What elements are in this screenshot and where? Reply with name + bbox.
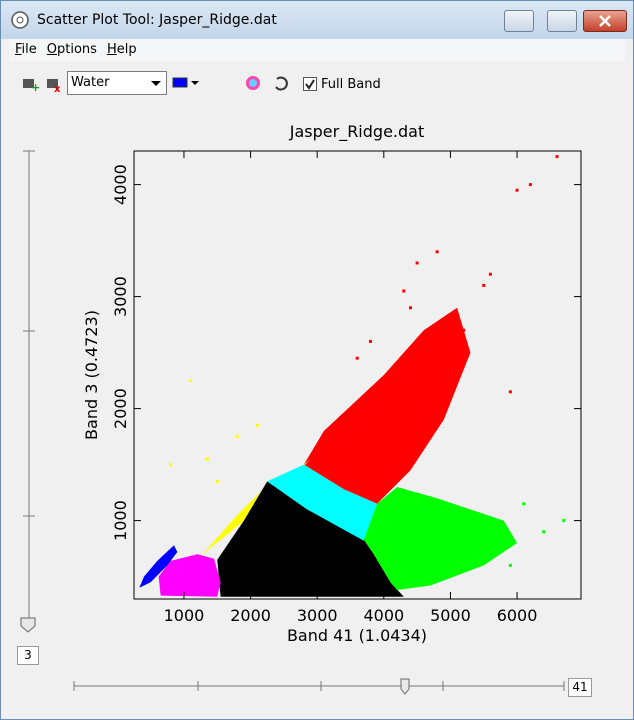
point <box>528 183 532 187</box>
minimize-button[interactable] <box>504 10 534 32</box>
point <box>522 502 526 506</box>
maximize-button[interactable] <box>547 10 577 32</box>
app-icon <box>11 11 29 29</box>
point <box>368 339 372 343</box>
class-region <box>303 307 471 504</box>
menu-item[interactable]: File <box>15 42 37 57</box>
point <box>482 283 486 287</box>
point <box>488 272 492 276</box>
point <box>255 423 259 427</box>
point <box>515 188 519 192</box>
y-axis-label: Band 3 (0.4723) <box>82 310 101 440</box>
point <box>205 457 209 461</box>
slider-thumb[interactable] <box>400 678 410 695</box>
point <box>435 250 439 254</box>
slider-thumb[interactable] <box>20 617 36 633</box>
point <box>508 563 512 567</box>
menu-bar: File Options Help <box>9 39 625 61</box>
class-region <box>267 464 378 541</box>
class-region <box>217 481 404 597</box>
class-region <box>158 554 221 597</box>
toolbar-icons[interactable]: + x <box>21 75 61 95</box>
x-axis-label: Band 41 (1.0434) <box>287 626 427 645</box>
title-bar: Scatter Plot Tool: Jasper_Ridge.dat <box>1 1 633 39</box>
slider-value[interactable]: 41 <box>568 678 592 697</box>
select-value: Water <box>71 75 110 90</box>
point <box>215 479 219 483</box>
close-button[interactable] <box>583 10 627 32</box>
svg-text:x: x <box>54 84 61 95</box>
point <box>555 155 559 159</box>
point <box>508 390 512 394</box>
point <box>562 519 566 523</box>
y-tick-label: 1000 <box>111 500 130 541</box>
y-tick-label: 4000 <box>111 164 130 205</box>
point <box>235 435 239 439</box>
point <box>189 379 193 383</box>
chart-title: Jasper_Ridge.dat <box>289 122 424 142</box>
point <box>542 530 546 534</box>
color-button[interactable] <box>172 76 202 92</box>
point <box>402 289 406 293</box>
point <box>169 463 173 467</box>
svg-text:+: + <box>31 81 40 94</box>
class-region <box>139 545 178 588</box>
point <box>415 261 419 265</box>
point <box>408 306 412 310</box>
plot-area <box>133 150 582 600</box>
y-tick-label: 3000 <box>111 276 130 317</box>
checkbox[interactable] <box>303 77 317 91</box>
x-tick-label: 2000 <box>230 606 271 625</box>
point <box>355 356 359 360</box>
point <box>462 328 466 332</box>
menu-item[interactable]: Help <box>106 42 137 57</box>
x-tick-label: 5000 <box>430 606 471 625</box>
window-title: Scatter Plot Tool: Jasper_Ridge.dat <box>37 12 277 28</box>
x-tick-label: 4000 <box>363 606 404 625</box>
x-tick-label: 3000 <box>297 606 338 625</box>
class-select[interactable]: Water <box>67 71 167 95</box>
x-tick-label: 1000 <box>164 606 205 625</box>
y-tick-label: 2000 <box>111 388 130 429</box>
class-region <box>200 459 311 557</box>
checkbox-label: Full Band <box>321 77 381 92</box>
x-tick-label: 6000 <box>497 606 538 625</box>
slider-value[interactable]: 3 <box>17 646 39 665</box>
class-region <box>363 487 518 591</box>
toolbar-icons-2[interactable] <box>243 73 313 93</box>
menu-item[interactable]: Options <box>46 42 97 57</box>
